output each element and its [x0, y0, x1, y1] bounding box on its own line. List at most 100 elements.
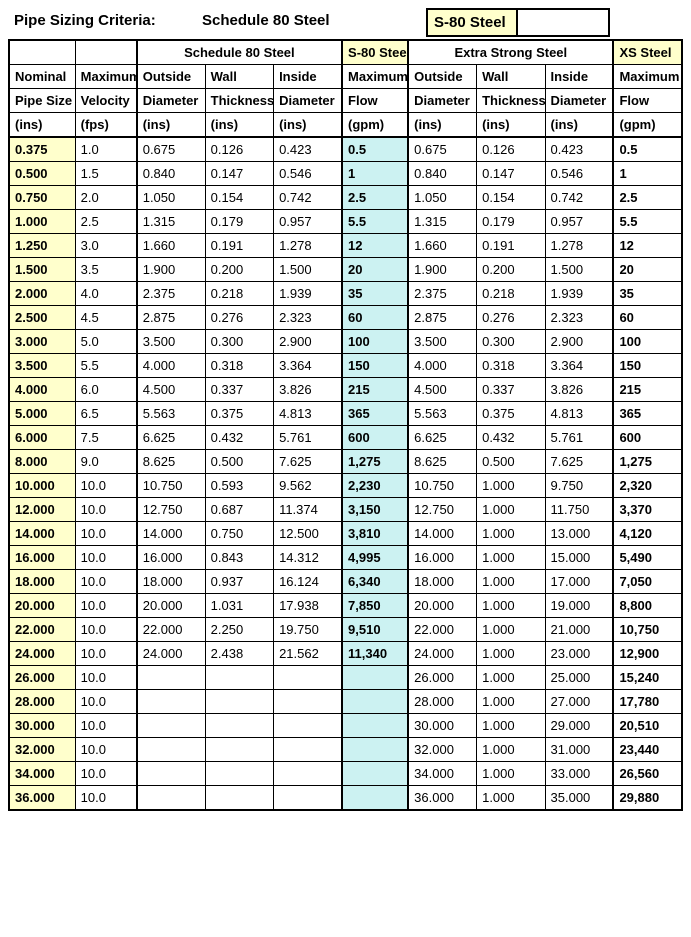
cell: 9.562 — [274, 474, 342, 498]
cell: 10.0 — [75, 570, 137, 594]
cell: 20 — [342, 258, 408, 282]
cell: 2.5 — [613, 186, 682, 210]
cell: 1.000 — [9, 210, 75, 234]
cell: 0.375 — [205, 402, 273, 426]
column-header: Velocity — [75, 89, 137, 113]
cell: 30.000 — [408, 714, 476, 738]
cell: 100 — [613, 330, 682, 354]
cell: 4.500 — [137, 378, 205, 402]
cell: 1.900 — [137, 258, 205, 282]
cell — [205, 738, 273, 762]
cell: 1.000 — [477, 546, 545, 570]
cell — [274, 714, 342, 738]
column-header: (gpm) — [342, 113, 408, 138]
table-row: 28.00010.028.0001.00027.00017,780 — [9, 690, 682, 714]
cell: 10.0 — [75, 618, 137, 642]
cell: 13.000 — [545, 522, 613, 546]
cell: 5.0 — [75, 330, 137, 354]
table-row: 8.0009.08.6250.5007.6251,2758.6250.5007.… — [9, 450, 682, 474]
cell: 3.0 — [75, 234, 137, 258]
cell: 1.000 — [477, 618, 545, 642]
cell: 3.364 — [545, 354, 613, 378]
cell: 23.000 — [545, 642, 613, 666]
criteria-value: Schedule 80 Steel — [196, 8, 426, 37]
cell: 1.000 — [477, 714, 545, 738]
cell: 0.5 — [613, 137, 682, 162]
column-header: Inside — [545, 65, 613, 89]
cell: 1.278 — [545, 234, 613, 258]
cell: 1.000 — [477, 786, 545, 811]
table-row: 2.0004.02.3750.2181.939352.3750.2181.939… — [9, 282, 682, 306]
table-row: 0.7502.01.0500.1540.7422.51.0500.1540.74… — [9, 186, 682, 210]
cell: 1.000 — [477, 474, 545, 498]
cell: 2.900 — [274, 330, 342, 354]
cell — [205, 762, 273, 786]
cell: 215 — [613, 378, 682, 402]
table-row: 1.5003.51.9000.2001.500201.9000.2001.500… — [9, 258, 682, 282]
cell: 4.0 — [75, 282, 137, 306]
cell: 0.191 — [205, 234, 273, 258]
cell: 10.000 — [9, 474, 75, 498]
cell: 8.625 — [408, 450, 476, 474]
cell: 0.300 — [205, 330, 273, 354]
cell: 0.750 — [9, 186, 75, 210]
table-head: Schedule 80 SteelS-80 SteelExtra Strong … — [9, 40, 682, 137]
column-header: Extra Strong Steel — [408, 40, 613, 65]
cell: 35 — [342, 282, 408, 306]
cell: 365 — [342, 402, 408, 426]
cell: 1.250 — [9, 234, 75, 258]
cell: 1.278 — [274, 234, 342, 258]
cell: 36.000 — [9, 786, 75, 811]
cell: 31.000 — [545, 738, 613, 762]
cell: 11.750 — [545, 498, 613, 522]
cell: 4,995 — [342, 546, 408, 570]
cell: 28.000 — [9, 690, 75, 714]
table-row: 3.0005.03.5000.3002.9001003.5000.3002.90… — [9, 330, 682, 354]
cell: 33.000 — [545, 762, 613, 786]
cell: 2.250 — [205, 618, 273, 642]
cell: 10.750 — [408, 474, 476, 498]
cell: 100 — [342, 330, 408, 354]
cell: 0.154 — [205, 186, 273, 210]
cell: 14.000 — [9, 522, 75, 546]
cell — [205, 666, 273, 690]
cell: 12.000 — [9, 498, 75, 522]
cell: 0.147 — [477, 162, 545, 186]
cell: 1.000 — [477, 690, 545, 714]
cell: 3,810 — [342, 522, 408, 546]
criteria-badge: S-80 Steel — [426, 8, 518, 37]
cell: 34.000 — [408, 762, 476, 786]
column-header: Wall — [205, 65, 273, 89]
cell: 3.364 — [274, 354, 342, 378]
table-row: 1.2503.01.6600.1911.278121.6600.1911.278… — [9, 234, 682, 258]
column-header: (gpm) — [613, 113, 682, 138]
cell — [137, 762, 205, 786]
cell: 3.826 — [274, 378, 342, 402]
cell: 6.0 — [75, 378, 137, 402]
cell: 26.000 — [9, 666, 75, 690]
criteria-label: Pipe Sizing Criteria: — [8, 8, 196, 37]
cell: 2.5 — [342, 186, 408, 210]
cell: 2.900 — [545, 330, 613, 354]
cell: 1.000 — [477, 498, 545, 522]
cell: 1.050 — [137, 186, 205, 210]
cell: 10.0 — [75, 762, 137, 786]
table-row: 4.0006.04.5000.3373.8262154.5000.3373.82… — [9, 378, 682, 402]
cell — [205, 690, 273, 714]
cell: 0.276 — [477, 306, 545, 330]
table-row: 10.00010.010.7500.5939.5622,23010.7501.0… — [9, 474, 682, 498]
cell: 8.000 — [9, 450, 75, 474]
column-header: Thickness — [477, 89, 545, 113]
cell: 0.546 — [274, 162, 342, 186]
cell: 5,490 — [613, 546, 682, 570]
cell: 0.500 — [205, 450, 273, 474]
column-header: Wall — [477, 65, 545, 89]
cell: 30.000 — [9, 714, 75, 738]
column-header: (ins) — [274, 113, 342, 138]
cell: 20.000 — [9, 594, 75, 618]
cell: 10.0 — [75, 498, 137, 522]
cell — [274, 666, 342, 690]
cell: 27.000 — [545, 690, 613, 714]
cell: 17.000 — [545, 570, 613, 594]
cell: 4.813 — [274, 402, 342, 426]
